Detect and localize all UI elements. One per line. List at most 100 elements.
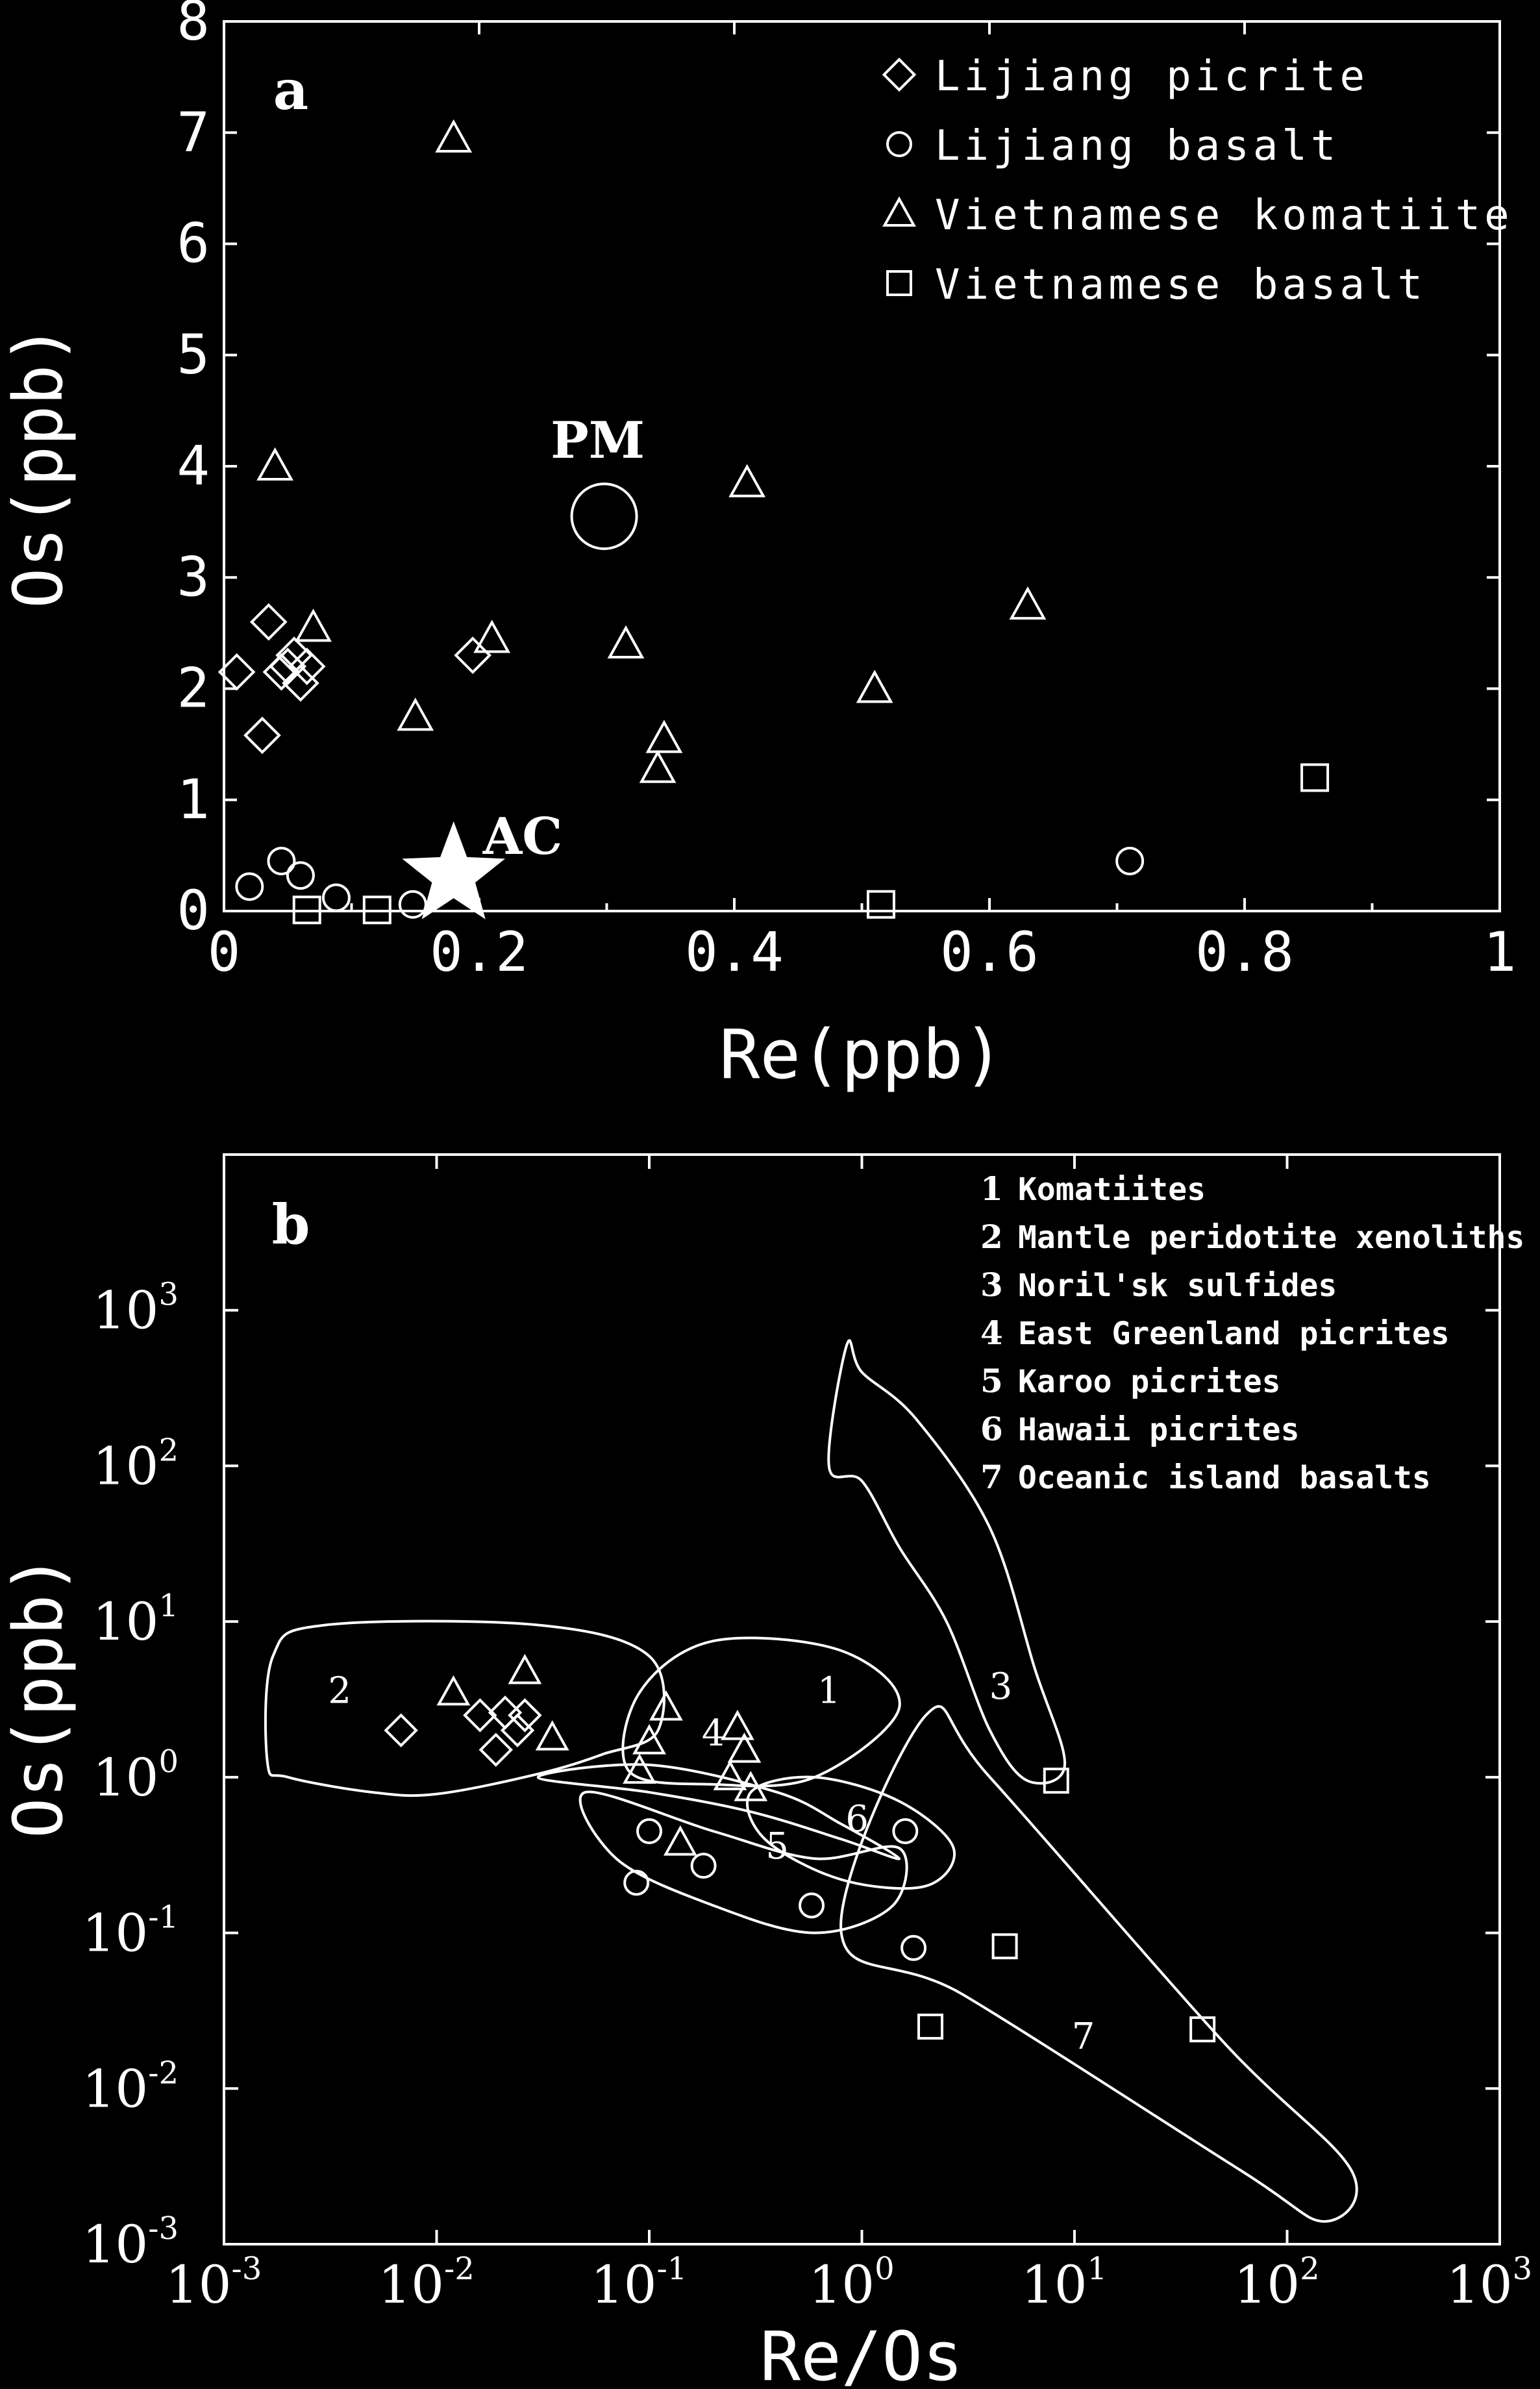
y-tick-label: 2 <box>177 657 210 720</box>
vietnamese-komatiite-point <box>639 749 677 783</box>
lijiang-basalt-point <box>636 1818 662 1844</box>
x-tick-label: 103 <box>1447 2251 1532 2315</box>
vietnamese-komatiite-point <box>435 119 473 153</box>
x-tick-label: 1 <box>1484 920 1517 984</box>
vietnamese-komatiite-point <box>663 1825 697 1856</box>
panel-a: 0 0.2 0.4 0.6 0.8 1 0 1 2 3 4 5 6 7 8 a Re(ppb) Os(pp… <box>0 0 1516 1094</box>
legend-item-3-label: Noril'sk sulfides <box>1018 1268 1337 1304</box>
pm-marker <box>570 482 638 551</box>
lijiang-picrite-point <box>243 716 281 755</box>
panel-b-label: b <box>272 1192 310 1257</box>
y-tick-label: 102 <box>93 1432 179 1496</box>
legend-item-7-number: 7 <box>980 1458 1003 1496</box>
lijiang-picrite-point <box>288 647 326 686</box>
lijiang-picrite-point <box>384 1713 418 1747</box>
lijiang-basalt-point <box>623 1870 650 1896</box>
vietnamese-komatiite-point <box>256 447 293 481</box>
vietnamese-basalt-point <box>866 890 895 919</box>
field-1-label: 1 <box>817 1670 841 1712</box>
field-2-label: 2 <box>328 1670 351 1712</box>
legend-item-5-label: Karoo picrites <box>1018 1364 1281 1400</box>
panel-b: 10-3 10-2 10-1 100 101 102 103 10-3 10-2 10-1 100… <box>0 1153 1532 2389</box>
x-tick-label: 0.8 <box>1195 920 1294 984</box>
vietnamese-basalt-point <box>991 1933 1018 1960</box>
x-tick-label: 0.6 <box>940 920 1039 984</box>
y-tick-label: 10-3 <box>82 2210 179 2275</box>
x-tick-label: 102 <box>1234 2251 1319 2315</box>
x-tick-label: 101 <box>1021 2251 1107 2315</box>
vietnamese-komatiite-point <box>436 1675 471 1706</box>
vietnamese-komatiite-point <box>1009 586 1047 620</box>
lijiang-picrite-point <box>269 647 307 686</box>
y-tick-label: 10-2 <box>82 2055 179 2119</box>
legend-item-1-number: 1 <box>980 1169 1003 1208</box>
legend-item-6-number: 6 <box>980 1410 1003 1448</box>
lijiang-picrite-point <box>488 1695 523 1730</box>
pm-label: PM <box>551 411 645 470</box>
vietnamese-komatiite-point <box>721 1709 754 1740</box>
panel-b-legend: 1 Komatiites 2 Mantle peridotite xenoliths 3… <box>980 1169 1524 1496</box>
vietnamese-komatiite-point <box>508 1653 542 1684</box>
lijiang-basalt-point <box>1115 846 1145 875</box>
y-tick-label: 101 <box>93 1588 179 1652</box>
field-5-outline <box>578 1790 908 1934</box>
x-tick-label: 10-1 <box>591 2251 688 2315</box>
y-tick-label: 7 <box>177 100 210 164</box>
legend-item-1-label: Komatiites <box>1018 1171 1206 1208</box>
lijiang-picrite-point <box>463 1698 497 1732</box>
vietnamese-komatiite-point <box>734 1771 768 1801</box>
x-tick-label: 10-2 <box>378 2251 475 2315</box>
panel-b-y-tick-labels: 10-3 10-2 10-1 100 101 102 103 <box>82 1277 179 2275</box>
lijiang-picrite-point <box>217 653 256 691</box>
lijiang-basalt-point <box>892 1818 919 1844</box>
y-tick-label: 103 <box>93 1277 179 1341</box>
panel-a-annotations: PM AC <box>402 411 645 919</box>
lijiang-basalt-point <box>286 861 315 890</box>
legend-item-6-label: Hawaii picrites <box>1018 1412 1299 1448</box>
legend-vietnamese-basalt-marker <box>886 270 912 296</box>
vietnamese-basalt-point <box>362 895 391 925</box>
panel-a-y-tick-labels: 0 1 2 3 4 5 6 7 8 <box>177 0 210 942</box>
legend-lijiang-basalt-label: Lijiang basalt <box>935 122 1339 170</box>
panel-b-x-tick-labels: 10-3 10-2 10-1 100 101 102 103 <box>166 2251 1532 2315</box>
panel-a-y-axis-label: Os(ppb) <box>0 324 78 608</box>
lijiang-picrite-point <box>249 603 288 641</box>
lijiang-basalt-point <box>690 1853 717 1879</box>
lijiang-picrite-point <box>454 636 492 674</box>
field-4-label: 4 <box>702 1712 725 1755</box>
legend-vietnamese-komatiite-label: Vietnamese komatiite <box>935 192 1513 240</box>
panel-b-ticks <box>223 1155 1501 2245</box>
lijiang-picrite-point <box>500 1713 535 1747</box>
vietnamese-komatiite-point <box>607 625 645 658</box>
y-tick-label: 10-1 <box>82 1899 179 1964</box>
panel-a-data-marks <box>217 119 1330 925</box>
legend-item-2-number: 2 <box>980 1218 1003 1256</box>
vietnamese-komatiite-point <box>623 1753 656 1784</box>
lijiang-basalt-point <box>267 846 296 875</box>
field-1-outline <box>621 1636 901 1788</box>
legend-vietnamese-basalt-label: Vietnamese basalt <box>935 261 1426 309</box>
legend-lijiang-basalt-marker <box>886 131 912 157</box>
legend-item-4-label: East Greenland picrites <box>1018 1316 1450 1352</box>
ac-marker <box>402 821 506 919</box>
field-2-outline <box>264 1620 665 1797</box>
legend-item-5-number: 5 <box>980 1362 1003 1400</box>
vietnamese-basalt-point <box>292 895 321 925</box>
vietnamese-komatiite-point <box>728 464 766 497</box>
legend-lijiang-picrite-marker <box>882 57 917 92</box>
legend-vietnamese-komatiite-marker <box>882 196 916 227</box>
y-tick-label: 0 <box>177 879 210 942</box>
vietnamese-basalt-point <box>1189 2016 1216 2043</box>
panel-a-label: a <box>273 58 308 122</box>
panel-a-legend: Lijiang picrite Lijiang basalt Vietnamese … <box>882 53 1513 309</box>
vietnamese-komatiite-point <box>295 608 332 642</box>
field-7-label: 7 <box>1072 2016 1095 2058</box>
lijiang-picrite-point <box>478 1732 514 1767</box>
vietnamese-komatiite-point <box>632 1723 666 1755</box>
field-3-label: 3 <box>989 1666 1013 1708</box>
lijiang-basalt-point <box>398 890 427 919</box>
field-5-label: 5 <box>765 1825 789 1868</box>
vietnamese-komatiite-point <box>473 619 511 653</box>
vietnamese-basalt-point <box>1043 1768 1069 1794</box>
